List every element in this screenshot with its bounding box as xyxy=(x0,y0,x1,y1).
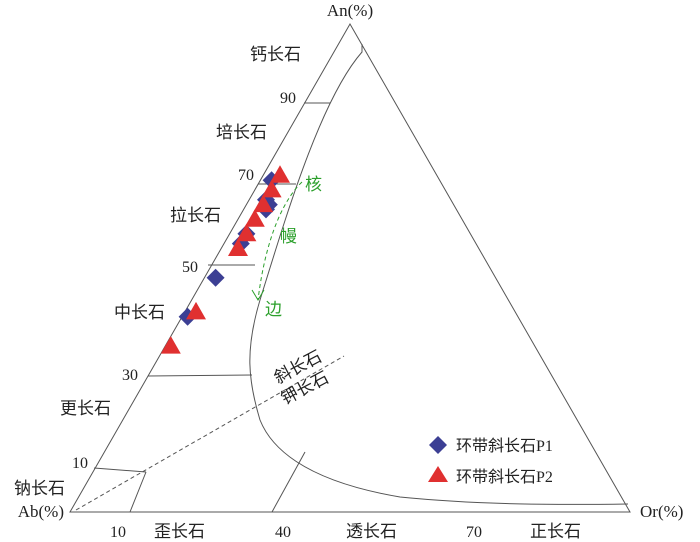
field-anorthoclase: 歪长石 xyxy=(154,522,205,541)
an-tick-90: 90 xyxy=(280,90,296,107)
legend: 环带斜长石P1 环带斜长石P2 xyxy=(428,436,553,486)
point-p2-6 xyxy=(186,301,206,320)
an-tick-30: 30 xyxy=(122,367,138,384)
field-anorthite: 钙长石 xyxy=(250,45,301,64)
or-tick-10: 10 xyxy=(110,524,126,541)
point-p1-6 xyxy=(206,268,225,287)
vertex-label-ab: Ab(%) xyxy=(18,502,64,521)
point-p2-5 xyxy=(228,238,248,256)
alkali-separator-10 xyxy=(129,471,147,513)
point-p2-3 xyxy=(244,209,265,227)
field-labradorite: 拉长石 xyxy=(170,206,221,225)
ternary-frame xyxy=(69,22,631,513)
plag-kfeld-divide xyxy=(75,355,345,511)
or-tick-70: 70 xyxy=(466,524,482,541)
zoning-arrowhead xyxy=(251,289,265,301)
vertex-label-or: Or(%) xyxy=(640,502,683,521)
field-orthoclase: 正长石 xyxy=(530,522,581,541)
zone-label-mantle: 幔 xyxy=(280,227,297,246)
zone-label-core: 核 xyxy=(305,175,322,194)
data-points xyxy=(160,165,290,354)
legend-marker-p2 xyxy=(428,466,448,482)
zone-label-rim: 边 xyxy=(265,300,282,319)
field-bytownite: 培长石 xyxy=(216,123,267,142)
an-tick-line-10 xyxy=(93,467,147,473)
point-p2-1 xyxy=(261,179,282,198)
field-andesine: 中长石 xyxy=(114,303,165,322)
feldspar-field-boundary xyxy=(249,44,629,505)
legend-label-p2: 环带斜长石P2 xyxy=(456,468,553,486)
an-tick-70: 70 xyxy=(238,167,254,184)
an-tick-10: 10 xyxy=(72,455,88,472)
alkali-separator-40 xyxy=(271,451,306,513)
legend-label-p1: 环带斜长石P1 xyxy=(456,437,553,455)
field-sanidine: 透长石 xyxy=(346,522,397,541)
zoning-arrow xyxy=(257,181,303,301)
an-tick-line-30 xyxy=(147,374,253,377)
point-p2-4 xyxy=(236,223,257,242)
point-p2-0 xyxy=(270,165,290,183)
or-tick-40: 40 xyxy=(275,524,291,541)
point-p2-7 xyxy=(160,336,181,354)
field-albite: 钠长石 xyxy=(14,479,65,498)
vertex-label-an: An(%) xyxy=(327,1,373,20)
field-oligoclase: 更长石 xyxy=(60,399,111,418)
legend-marker-p1 xyxy=(429,436,447,454)
an-tick-50: 50 xyxy=(182,259,198,276)
point-p2-2 xyxy=(253,194,274,213)
